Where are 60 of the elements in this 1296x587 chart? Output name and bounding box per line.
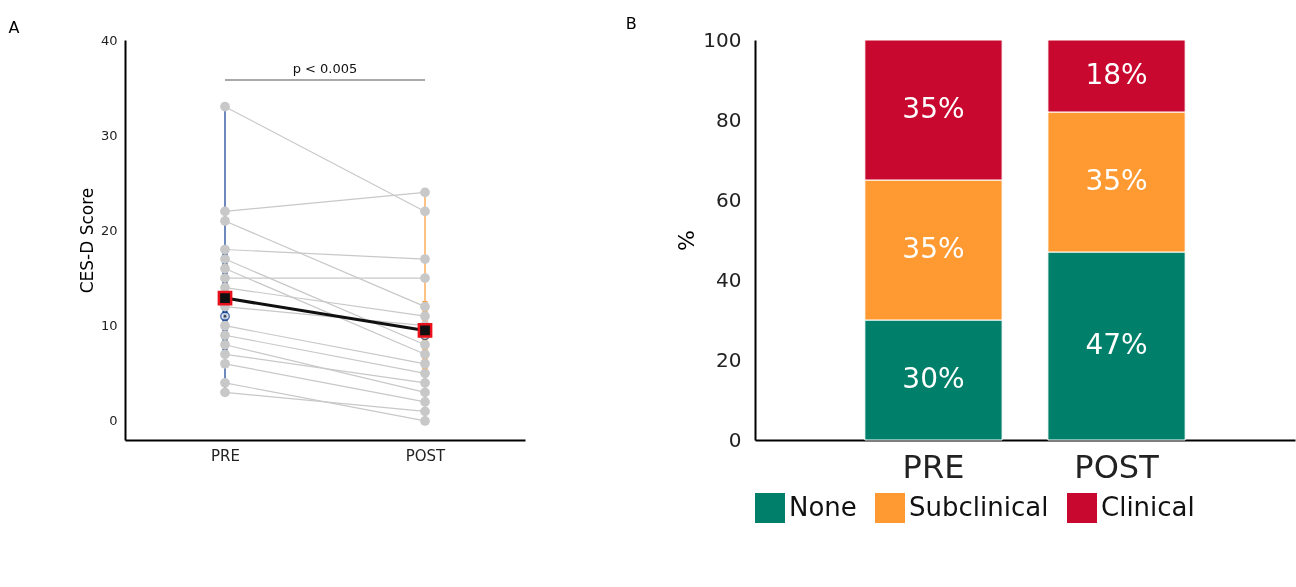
point: [220, 349, 230, 360]
point: [417, 323, 433, 338]
point: [420, 387, 430, 398]
data-label: 18%: [1085, 58, 1148, 91]
point: [220, 339, 230, 350]
y-tick-label: 0: [109, 413, 118, 429]
y-axis-title: CES-D Score: [76, 187, 97, 294]
point: [220, 263, 230, 274]
y-tick-label: 20: [100, 222, 118, 238]
point: [220, 358, 230, 369]
x-tick-label: POST: [1074, 447, 1160, 486]
point: [420, 377, 430, 388]
y-tick-label: 30: [100, 127, 118, 143]
legend-label: Clinical: [1101, 492, 1195, 522]
point: [420, 206, 430, 217]
point: [220, 320, 230, 331]
data-label: 35%: [1085, 164, 1148, 197]
point: [220, 216, 230, 226]
data-label: 30%: [902, 362, 965, 395]
point: [217, 290, 233, 306]
y-tick-label: 80: [716, 107, 742, 132]
legend-label: Subclinical: [909, 492, 1049, 522]
point: [220, 387, 230, 398]
point: [220, 273, 230, 283]
chart-title: A: [8, 18, 20, 37]
point: [420, 187, 430, 198]
point: [220, 101, 230, 112]
y-tick-label: 40: [100, 32, 118, 48]
legend-label: None: [789, 492, 857, 522]
chart-title: B: [625, 14, 637, 33]
data-label: 47%: [1085, 328, 1148, 361]
y-tick-label: 20: [716, 347, 742, 372]
point: [420, 406, 430, 417]
point: [420, 368, 430, 379]
data-label: 35%: [902, 92, 965, 125]
point: [420, 358, 430, 369]
point: [220, 377, 230, 388]
x-tick-label: POST: [405, 446, 447, 465]
point: [220, 330, 230, 341]
point: [220, 254, 230, 264]
y-axis-title: %: [674, 230, 700, 251]
y-tick-label: 10: [100, 318, 118, 334]
point: [420, 339, 430, 350]
point: [220, 244, 230, 255]
point: [420, 349, 430, 360]
point: [420, 311, 430, 322]
point: [220, 206, 230, 217]
y-tick-label: 60: [716, 187, 742, 212]
y-tick-label: 40: [716, 267, 742, 292]
y-tick-label: 0: [728, 427, 742, 452]
data-label: 35%: [902, 232, 965, 265]
point: [420, 301, 430, 312]
point: [420, 273, 430, 283]
point: [420, 397, 430, 407]
x-tick-label: PRE: [902, 447, 965, 486]
annotation: p < 0.005: [292, 61, 358, 76]
x-tick-label: PRE: [211, 446, 240, 465]
point: [420, 416, 430, 426]
y-tick-label: 100: [703, 27, 742, 52]
point: [420, 254, 430, 264]
